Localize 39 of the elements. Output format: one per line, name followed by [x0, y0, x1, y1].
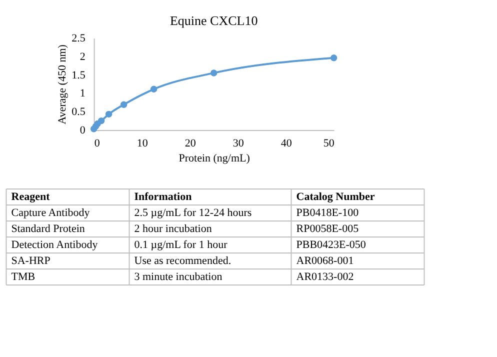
text: AR0068-001	[296, 255, 354, 267]
text: Use as recommended.	[134, 255, 232, 267]
text: Capture Antibody	[11, 207, 90, 219]
text: 3 minute incubation	[134, 271, 223, 283]
x-axis-title: Protein (ng/mL)	[178, 152, 250, 164]
text: 2.5 µg/mL for 12-24 hours	[134, 207, 252, 219]
x-tick-label: 40	[280, 138, 292, 150]
text: SA-HRP	[11, 255, 50, 267]
point	[210, 70, 218, 76]
x-tick-label: 10	[136, 138, 148, 150]
y-tick-label: 2.5	[72, 32, 86, 44]
y-tick-label: 1	[80, 88, 86, 100]
chart-title: Equine CXCL10	[170, 13, 258, 28]
point	[98, 117, 105, 124]
y-tick-label: 0	[80, 124, 86, 136]
y-tick-label: 0.5	[72, 106, 86, 118]
text: Detection Antibody	[11, 239, 98, 251]
point	[330, 54, 338, 62]
y-tick-label: 1.5	[72, 69, 86, 82]
y-axis-title: Average (450 nm)	[56, 44, 69, 124]
x-tick-label: 30	[232, 138, 244, 150]
text: TMB	[11, 271, 36, 283]
text: 0.1 µg/mL for 1 hour	[134, 239, 228, 251]
x-tick-label: 50	[323, 138, 335, 150]
text: Reagent	[11, 191, 50, 203]
text: Information	[134, 191, 192, 203]
text: 2 hour incubation	[134, 223, 212, 235]
text: AR0133-002	[296, 271, 354, 283]
y-tick-label: 2	[80, 50, 86, 63]
text: PBB0423E-050	[296, 239, 366, 251]
x-tick-label: 0	[94, 138, 100, 150]
text: Standard Protein	[11, 223, 86, 235]
text: RP0058E-005	[296, 223, 360, 235]
x-tick-label: 20	[184, 138, 196, 150]
text: PB0418E-100	[296, 207, 360, 219]
point	[105, 110, 112, 118]
point	[120, 101, 128, 108]
point	[150, 86, 158, 92]
text: Catalog Number	[296, 191, 375, 203]
